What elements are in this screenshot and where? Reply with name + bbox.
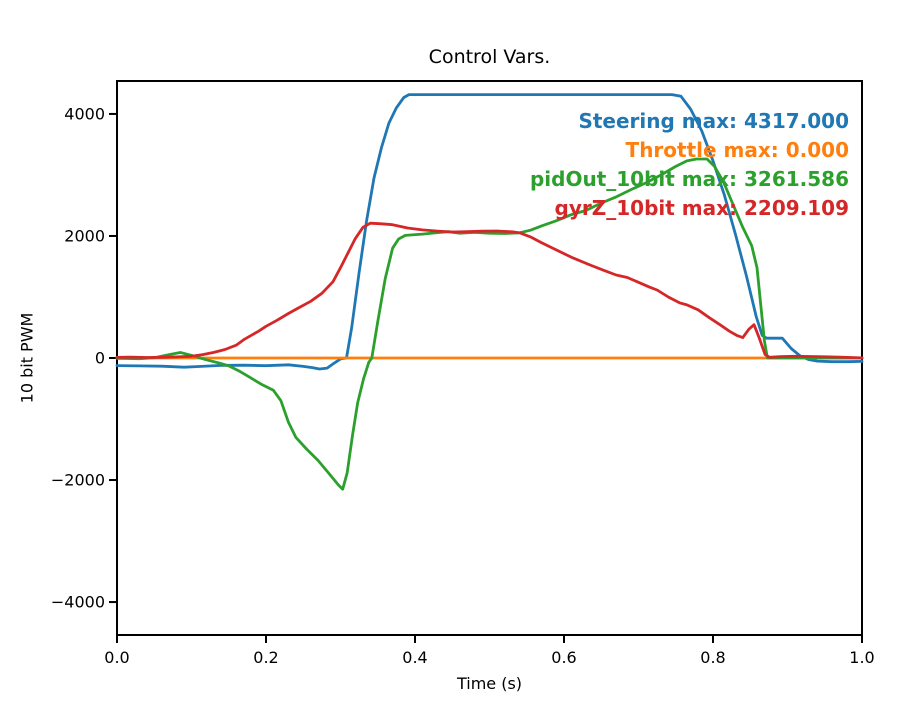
y-tick-label: 0: [95, 349, 105, 368]
x-tick-label: 0.6: [551, 648, 576, 667]
annotation-line: gyrZ_10bit max: 2209.109: [554, 196, 849, 220]
x-tick-label: 0.2: [253, 648, 278, 667]
chart-title: Control Vars.: [428, 46, 551, 68]
y-tick-label: 4000: [64, 104, 105, 123]
x-tick-label: 0.4: [402, 648, 427, 667]
series-line-gyrz_10bit: [115, 221, 864, 360]
x-tick-label: 1.0: [849, 648, 874, 667]
x-tick-label: 0.8: [700, 648, 725, 667]
y-tick-label: −2000: [51, 471, 105, 490]
y-tick-label: 2000: [64, 226, 105, 245]
annotation-line: Throttle max: 0.000: [625, 138, 849, 162]
annotation-line: pidOut_10bit max: 3261.586: [529, 167, 849, 191]
series-line-pidout_10bit: [115, 157, 864, 491]
max-annotations: Steering max: 4317.000 Throttle max: 0.00…: [530, 107, 849, 223]
y-tick-label: −4000: [51, 593, 105, 612]
x-axis-label: Time (s): [456, 674, 523, 693]
x-tick-label: 0.0: [104, 648, 129, 667]
annotation-line: Steering max: 4317.000: [578, 109, 849, 133]
series-line-steering: [115, 93, 864, 371]
